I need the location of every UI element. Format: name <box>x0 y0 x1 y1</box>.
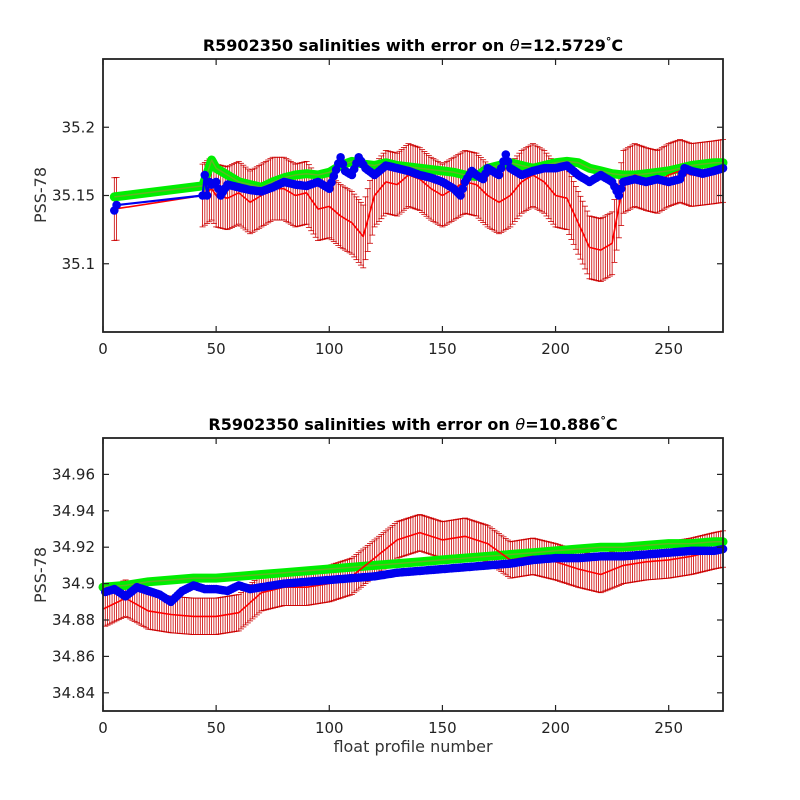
calibrated-series-top <box>110 150 728 215</box>
calibrated-point-2 <box>112 200 121 210</box>
y-tick-label-3: 34.9 <box>62 575 95 593</box>
mapped-salinity-inner-line <box>102 540 723 588</box>
y-tick-label-5: 34.94 <box>52 502 95 520</box>
x-axis-label-bottom: float profile number <box>333 737 493 756</box>
x-tick-label-0: 0 <box>98 719 108 737</box>
y-tick-label-0: 34.84 <box>52 684 95 702</box>
y-tick-label-0: 35.1 <box>62 255 95 273</box>
y-axis-label-bottom: PSS-78 <box>31 547 50 603</box>
x-ticks-bottom: 0 50 100 150 200 250 <box>98 438 683 737</box>
chart-panel-top: 0 50 100 150 200 250 35.1 35.15 35.2 R5902350 s… <box>31 35 728 358</box>
x-tick-label-0: 0 <box>98 340 108 358</box>
x-tick-label-1: 50 <box>207 719 226 737</box>
x-tick-label-2: 100 <box>315 719 344 737</box>
calibrated-series-bottom <box>101 544 728 607</box>
chart-title-bottom: R5902350 salinities with error on θ=10.8… <box>208 414 617 434</box>
y-tick-label-2: 34.88 <box>52 611 95 629</box>
y-tick-label-6: 34.96 <box>52 465 95 483</box>
y-tick-label-4: 34.92 <box>52 538 95 556</box>
x-tick-label-3: 150 <box>428 340 457 358</box>
chart-title-top: R5902350 salinities with error on θ=12.5… <box>203 35 623 55</box>
x-tick-label-5: 250 <box>654 719 683 737</box>
measured-series-bottom <box>102 531 724 618</box>
measured-salinity-line <box>102 531 724 618</box>
x-tick-label-4: 200 <box>541 719 570 737</box>
chart-panel-bottom: 0 50 100 150 200 250 34.84 34.86 34.88 34.9 34.92… <box>31 414 728 756</box>
y-tick-label-2: 35.2 <box>62 118 95 136</box>
y-axis-label-top: PSS-78 <box>31 167 50 223</box>
x-tick-label-5: 250 <box>654 340 683 358</box>
y-tick-label-1: 34.86 <box>52 647 95 665</box>
x-tick-label-4: 200 <box>541 340 570 358</box>
mapped-band-bottom <box>98 537 728 592</box>
x-tick-label-2: 100 <box>315 340 344 358</box>
axes-frame-bottom <box>102 437 724 712</box>
calibrated-point-4 <box>200 170 210 180</box>
x-tick-label-3: 150 <box>428 719 457 737</box>
y-ticks-bottom: 34.84 34.86 34.88 34.9 34.92 34.94 34.96 <box>52 465 723 702</box>
y-tick-label-1: 35.15 <box>52 187 95 205</box>
calibrated-point-5 <box>202 191 212 200</box>
y-ticks-top: 35.1 35.15 35.2 <box>52 118 723 273</box>
x-ticks-top: 0 50 100 150 200 250 <box>98 59 683 358</box>
x-tick-label-1: 50 <box>207 340 226 358</box>
